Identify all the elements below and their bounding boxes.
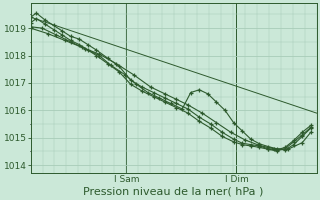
X-axis label: Pression niveau de la mer( hPa ): Pression niveau de la mer( hPa ) — [84, 187, 264, 197]
